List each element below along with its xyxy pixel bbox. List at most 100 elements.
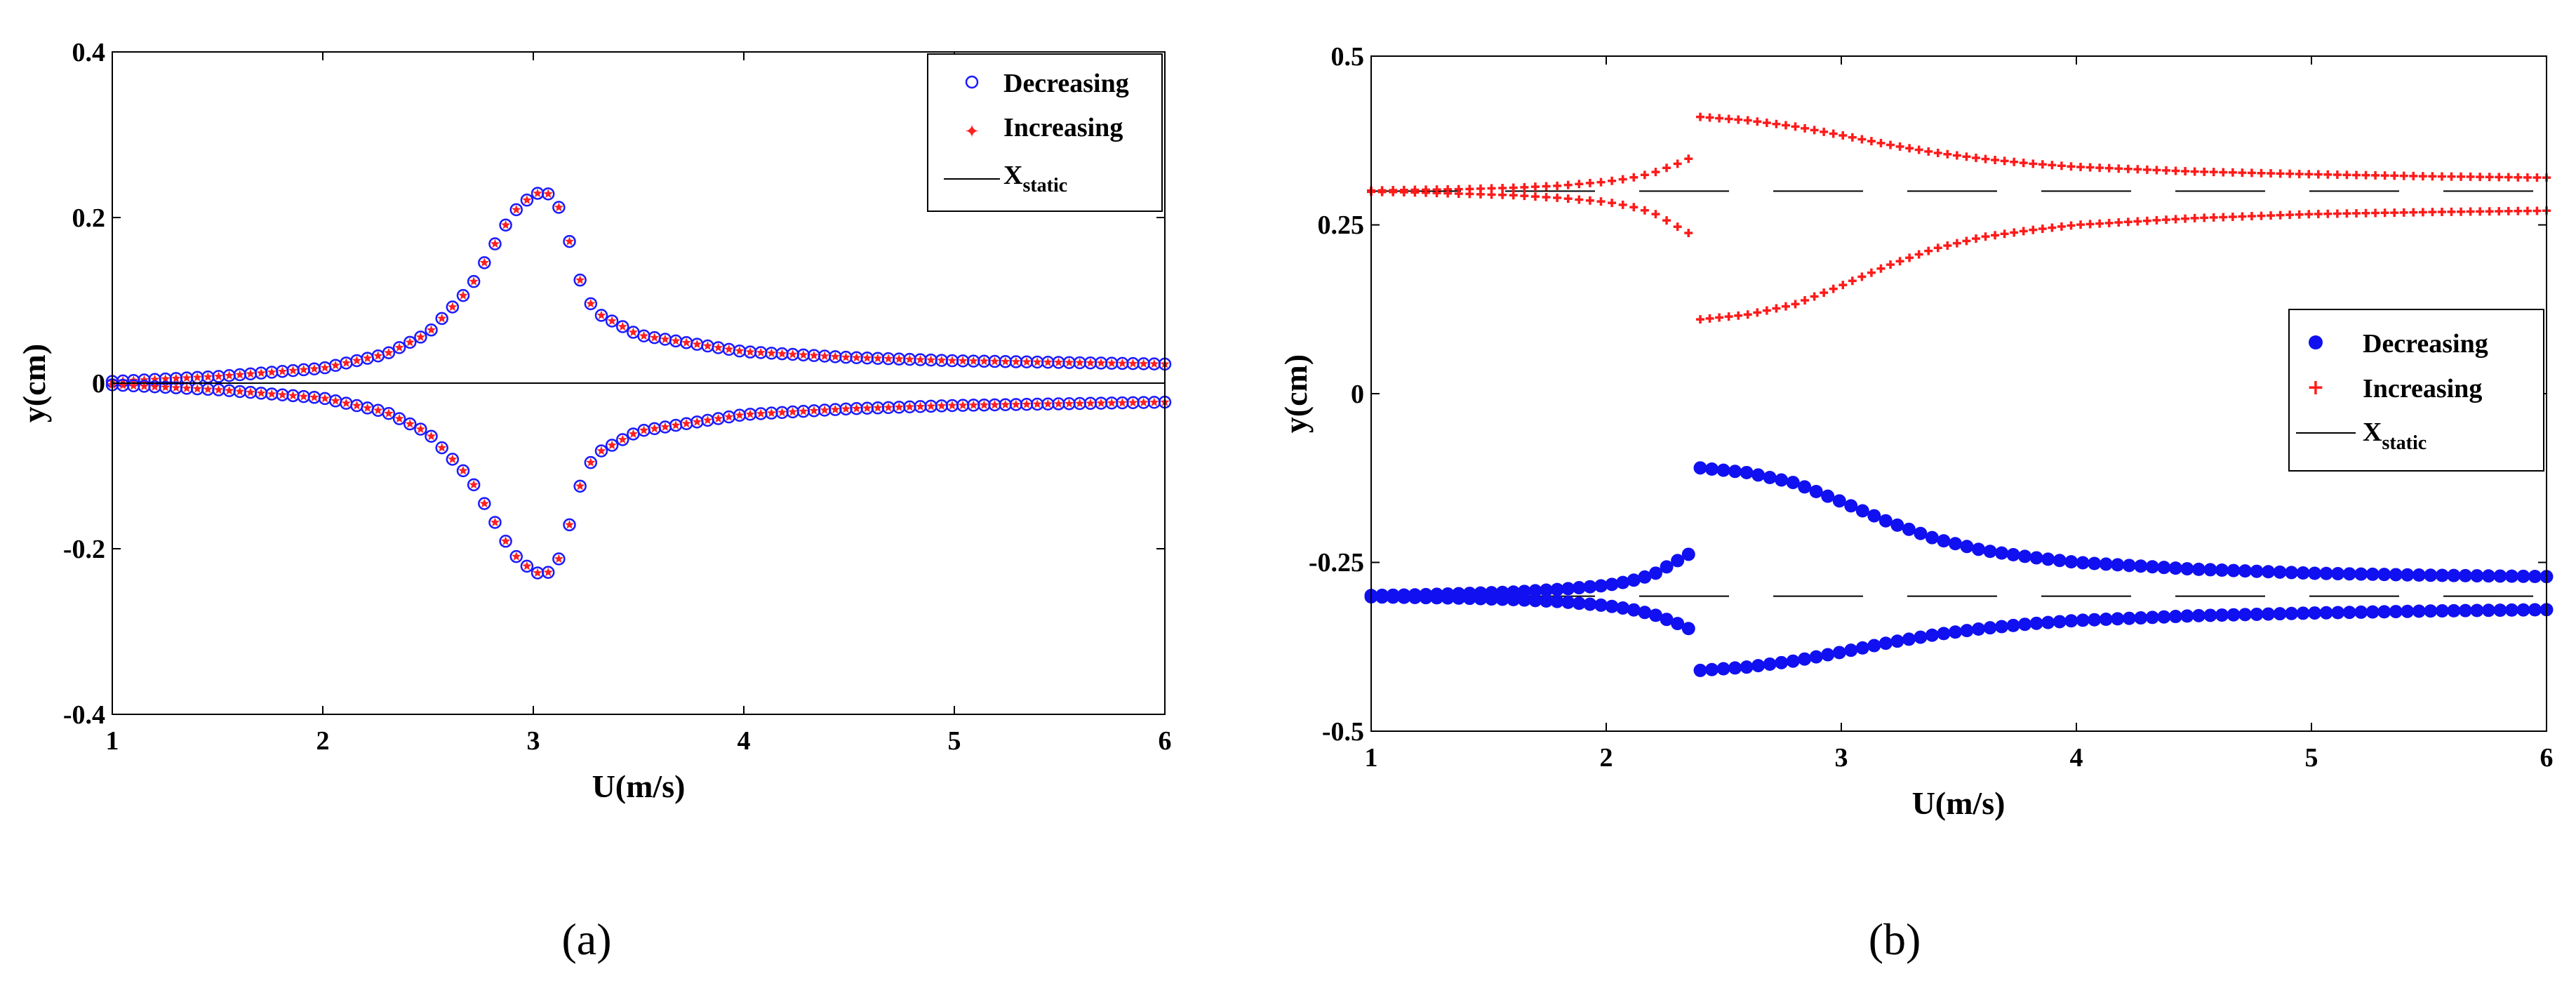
chart-a-point-increasing (500, 220, 511, 229)
chart-a-point-increasing (947, 356, 957, 365)
chart-a-point-increasing (926, 401, 936, 410)
chart-a-point-decreasing (573, 479, 587, 493)
chart-a-point-increasing (448, 302, 458, 312)
chart-a-point-increasing (490, 239, 500, 248)
chart-a-point-increasing (182, 373, 192, 382)
chart-b-point-increasing (1618, 175, 1627, 184)
chart-a-ytick-label: -0.2 (63, 535, 105, 564)
chart-b-point-decreasing (1572, 596, 1586, 610)
chart-b-point-increasing (2323, 170, 2333, 179)
chart-a-point-decreasing (552, 201, 566, 214)
chart-b-point-decreasing (2111, 558, 2125, 572)
chart-a-ytick-label: 0 (92, 369, 105, 399)
chart-a-point-increasing (1032, 357, 1042, 366)
chart-b-point-decreasing (2481, 569, 2495, 583)
chart-a-ytick-label: -0.4 (63, 700, 105, 730)
chart-b-xtick-label: 6 (2540, 743, 2554, 773)
chart-a-point-decreasing (605, 439, 619, 452)
chart-b-point-increasing (1971, 154, 1980, 163)
chart-a-point-increasing (225, 385, 234, 395)
chart-b-point-increasing (2219, 168, 2228, 177)
chart-a-point-decreasing (605, 314, 619, 328)
chart-a-point-increasing (309, 392, 319, 401)
chart-b-point-decreasing (1375, 588, 1389, 602)
chart-a-point-increasing (851, 352, 862, 362)
chart-a-point-increasing (788, 407, 798, 416)
chart-a-point-increasing (394, 342, 404, 352)
chart-a-point-increasing (448, 454, 458, 464)
chart-a-point-increasing (267, 389, 276, 399)
chart-b-point-decreasing (2435, 604, 2449, 618)
chart-b-point-increasing (2133, 217, 2142, 226)
chart-a-point-increasing (809, 406, 819, 415)
chart-a-point-increasing (1128, 397, 1138, 407)
chart-b-point-increasing (1857, 135, 1867, 144)
chart-a-point-increasing (777, 349, 787, 358)
chart-b-point-increasing (2247, 212, 2256, 221)
chart-b-point-decreasing (2145, 560, 2159, 574)
chart-b-point-decreasing (1648, 608, 1662, 622)
chart-a-point-increasing (309, 363, 319, 373)
chart-a-point-increasing (1117, 398, 1128, 407)
chart-b-point-increasing (2285, 169, 2295, 178)
chart-b-point-increasing (2219, 213, 2228, 222)
chart-a-point-increasing (692, 339, 702, 349)
chart-b-point-increasing (1498, 190, 1507, 199)
chart-b-point-decreasing (1798, 480, 1812, 494)
chart-b-point-increasing (1585, 178, 1594, 187)
chart-b-point-decreasing (1751, 468, 1766, 482)
chart-a-point-increasing (373, 405, 383, 415)
chart-a-point-decreasing (488, 237, 502, 251)
chart-b-point-decreasing (1681, 547, 1695, 561)
chart-a-point-decreasing (382, 406, 396, 420)
chart-b-point-decreasing (2528, 603, 2542, 617)
chart-a-point-increasing (820, 351, 829, 361)
chart-b-point-increasing (1705, 113, 1714, 122)
chart-b-point-decreasing (2447, 603, 2461, 618)
chart-a-point-increasing (799, 349, 808, 359)
chart-a-point-decreasing (392, 412, 406, 425)
chart-b-point-increasing (2342, 209, 2351, 218)
chart-a-point-increasing (267, 367, 276, 377)
chart-b-point-decreasing (1763, 470, 1777, 484)
chart-a-point-increasing (1032, 399, 1042, 408)
chart-a-point-increasing (607, 316, 617, 326)
chart-a-point-decreasing (467, 478, 481, 492)
chart-b-point-decreasing (1786, 654, 1800, 668)
chart-a-point-increasing (479, 498, 489, 508)
chart-b-point-decreasing (1561, 582, 1575, 596)
chart-a-point-increasing (756, 347, 766, 357)
chart-a-legend-label-decreasing: Decreasing (1003, 69, 1129, 98)
chart-a-point-increasing (575, 275, 585, 284)
chart-b-point-increasing (1886, 140, 1895, 149)
chart-b-point-decreasing (1832, 646, 1846, 660)
chart-a-point-increasing (1139, 397, 1149, 407)
chart-b-point-decreasing (2134, 559, 2148, 573)
chart-b-point-decreasing (1705, 662, 1719, 676)
chart-b-point-increasing (2295, 210, 2304, 219)
chart-a-point-increasing (1001, 356, 1010, 366)
chart-a-point-increasing (235, 386, 245, 396)
chart-b-point-decreasing (2528, 570, 2542, 584)
chart-b-xtick-label: 4 (2070, 743, 2083, 773)
chart-b-point-decreasing (1855, 504, 1869, 518)
chart-a-point-increasing (639, 331, 649, 340)
chart-a-point-increasing (533, 568, 542, 578)
chart-a-point-increasing (724, 412, 734, 421)
chart-b-point-increasing (2257, 168, 2266, 178)
chart-b-point-increasing (2010, 228, 2019, 237)
chart-a-point-increasing (192, 384, 202, 393)
chart-b-point-increasing (1933, 243, 1942, 253)
chart-b-point-decreasing (2215, 608, 2229, 622)
chart-b-point-decreasing (2250, 607, 2264, 621)
chart-b-x-axis-label: U(m/s) (1912, 785, 2006, 821)
chart-b-point-increasing (1662, 216, 1671, 225)
chart-a-xtick-label: 2 (316, 726, 330, 756)
chart-a-point-increasing (246, 387, 255, 396)
chart-a-point-increasing (650, 333, 660, 342)
chart-b-point-increasing (2304, 170, 2314, 179)
chart-b-point-decreasing (1452, 587, 1466, 601)
chart-b-point-increasing (1696, 112, 1704, 121)
chart-a-point-increasing (735, 410, 745, 420)
chart-a-point-increasing (1053, 399, 1064, 408)
